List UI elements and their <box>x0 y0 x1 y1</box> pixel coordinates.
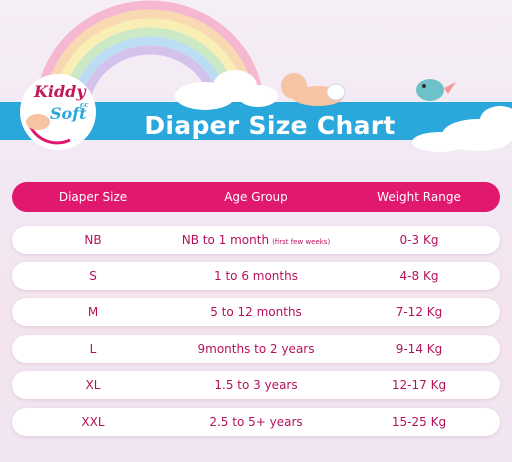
age-cell: 2.5 to 5+ years <box>171 408 341 436</box>
age-text: NB to 1 month <box>181 233 270 247</box>
weight-cell: 12-17 Kg <box>391 378 447 392</box>
table-row: XXL 2.5 to 5+ years 15-25 Kg <box>12 408 500 436</box>
title: Diaper Size Chart <box>144 111 396 140</box>
bird-icon <box>416 79 456 101</box>
table-header: Diaper Size Age Group Weight Range <box>12 182 500 212</box>
baby-icon <box>281 73 346 106</box>
age-text: 5 to 12 months <box>210 305 302 319</box>
weight-cell: 0-3 Kg <box>399 233 439 247</box>
size-cell: S <box>89 269 97 283</box>
age-note: (first few weeks) <box>272 238 331 246</box>
age-cell: 5 to 12 months <box>171 298 341 326</box>
age-text: 1.5 to 3 years <box>214 378 298 392</box>
weight-cell: 9-14 Kg <box>395 342 443 356</box>
age-cell: 9months to 2 years <box>171 335 341 363</box>
table-row: NB NB to 1 month (first few weeks) 0-3 Kg <box>12 226 500 254</box>
logo-brand-top: Kiddy <box>34 82 86 101</box>
weight-cell: 7-12 Kg <box>395 305 443 319</box>
age-text: 2.5 to 5+ years <box>209 415 303 429</box>
header-cell: Age Group <box>224 190 288 204</box>
table-row: M 5 to 12 months 7-12 Kg <box>12 298 500 326</box>
table-row: L 9months to 2 years 9-14 Kg <box>12 335 500 363</box>
decoration <box>0 0 512 152</box>
age-text: 1 to 6 months <box>214 269 298 283</box>
size-cell: XXL <box>81 415 105 429</box>
logo-mark: cc <box>80 100 89 109</box>
header-cell: Diaper Size <box>58 190 128 204</box>
table-row: S 1 to 6 months 4-8 Kg <box>12 262 500 290</box>
age-text: 9months to 2 years <box>197 342 315 356</box>
age-cell: 1 to 6 months <box>171 262 341 290</box>
logo-brand-bottom: Soft <box>50 104 87 123</box>
weight-cell: 4-8 Kg <box>399 269 439 283</box>
age-cell: 1.5 to 3 years <box>171 371 341 399</box>
size-cell: XL <box>85 378 101 392</box>
weight-cell: 15-25 Kg <box>391 415 447 429</box>
table-row: XL 1.5 to 3 years 12-17 Kg <box>12 371 500 399</box>
header-cell: Weight Range <box>377 190 461 204</box>
size-cell: L <box>89 342 97 356</box>
size-cell: M <box>87 305 99 319</box>
age-cell: NB to 1 month (first few weeks) <box>171 226 341 254</box>
size-cell: NB <box>84 233 102 247</box>
